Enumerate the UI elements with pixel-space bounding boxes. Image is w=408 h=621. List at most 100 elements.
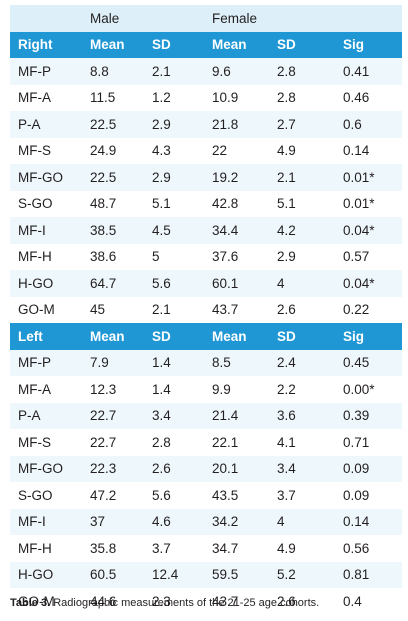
measurement-label: MF-I — [18, 514, 46, 530]
table-row: MF-S 22.7 2.8 22.1 4.1 0.71 — [10, 429, 402, 456]
measurement-label: P-A — [18, 116, 41, 132]
table-row: H-GO 64.7 5.6 60.1 4 0.04* — [10, 270, 402, 297]
table-cell: 2.8 — [277, 90, 296, 106]
table-cell: 2.9 — [152, 116, 171, 132]
group-male-label: Male — [90, 10, 120, 26]
header-cell: Mean — [212, 37, 247, 53]
table-cell: 2.4 — [277, 355, 296, 371]
table-cell: 22.7 — [90, 408, 117, 424]
table-row: S-GO 48.7 5.1 42.8 5.1 0.01* — [10, 190, 402, 217]
table-cell: 0.09 — [343, 461, 370, 477]
table-cell: 43.7 — [212, 302, 239, 318]
table-cell: 2.6 — [152, 461, 171, 477]
table-cell: 3.7 — [277, 487, 296, 503]
table-cell: 0.81 — [343, 567, 370, 583]
table-cell: 12.3 — [90, 381, 117, 397]
table-cell: 11.5 — [90, 90, 116, 106]
table-cell: 4.6 — [152, 514, 171, 530]
table-cell: 1.2 — [152, 90, 171, 106]
table-cell: 0.6 — [343, 116, 362, 132]
header-cell: SD — [277, 328, 296, 344]
measurements-table: Male Female Right Mean SD Mean SD Sig MF-P 8.8 2… — [10, 5, 402, 615]
table-cell: 22 — [212, 143, 228, 159]
table-row: MF-H 35.8 3.7 34.7 4.9 0.56 — [10, 535, 402, 562]
table-cell: 2.6 — [277, 302, 296, 318]
table-cell: 8.8 — [90, 63, 109, 79]
table-cell: 9.6 — [212, 63, 231, 79]
measurement-label: MF-H — [18, 249, 52, 265]
table-cell: 2.3 — [152, 593, 171, 609]
header-cell: SD — [152, 37, 171, 53]
table-cell: 37 — [90, 514, 106, 530]
table-caption: Table 3. Radiographic measurements of th… — [10, 597, 319, 609]
table-cell: 10.9 — [212, 90, 239, 106]
table-row: MF-H 38.6 5 37.6 2.9 0.57 — [10, 243, 402, 270]
table-cell: 2.1 — [152, 63, 171, 79]
table-cell: 4.3 — [152, 143, 171, 159]
table-cell: 5.6 — [152, 487, 171, 503]
table-row: MF-P 8.8 2.1 9.6 2.8 0.41 — [10, 58, 402, 85]
measurement-label: P-A — [18, 408, 41, 424]
table-cell: 24.9 — [90, 143, 117, 159]
table-cell: 22.5 — [90, 116, 117, 132]
measurement-label: H-GO — [18, 567, 54, 583]
header-cell: SD — [152, 328, 171, 344]
table-cell: 38.6 — [90, 249, 117, 265]
table-cell: 8.5 — [212, 355, 231, 371]
table-cell: 0.14 — [343, 514, 370, 530]
measurement-label: H-GO — [18, 275, 54, 291]
measurement-label: S-GO — [18, 487, 53, 503]
table-cell: 4.1 — [277, 434, 296, 450]
table-row: P-A 22.5 2.9 21.8 2.7 0.6 — [10, 111, 402, 138]
table-cell: 34.4 — [212, 222, 239, 238]
table-cell: 0.45 — [343, 355, 370, 371]
table-cell: 0.04* — [343, 275, 375, 291]
table-cell: 38.5 — [90, 222, 117, 238]
table-cell: 4.5 — [152, 222, 171, 238]
table-row: MF-S 24.9 4.3 22 4.9 0.14 — [10, 137, 402, 164]
table-cell: 34.7 — [212, 540, 239, 556]
group-female-label: Female — [212, 10, 258, 26]
table-cell: 60.5 — [90, 567, 117, 583]
table-cell: 35.8 — [90, 540, 117, 556]
table-row: MF-GO 22.5 2.9 19.2 2.1 0.01* — [10, 164, 402, 191]
measurement-label: MF-A — [18, 90, 51, 106]
section-header-row: Right Mean SD Mean SD Sig — [10, 31, 402, 58]
table-cell: 45 — [90, 302, 106, 318]
table-cell: 0.04* — [343, 222, 375, 238]
table-row: H-GO 60.5 12.4 59.5 5.2 0.81 — [10, 561, 402, 588]
caption-text: Radiographic measurements of the 21-25 a… — [50, 597, 320, 609]
table-row: S-GO 47.2 5.6 43.5 3.7 0.09 — [10, 482, 402, 509]
table-cell: 22.7 — [90, 434, 117, 450]
table-cell: 3.4 — [152, 408, 171, 424]
table-cell: 4 — [277, 275, 285, 291]
table-cell: 0.56 — [343, 540, 370, 556]
table-cell: 34.2 — [212, 514, 239, 530]
table-cell: 19.2 — [212, 169, 239, 185]
table-cell: 7.9 — [90, 355, 109, 371]
measurement-label: MF-P — [18, 355, 51, 371]
table-cell: 3.4 — [277, 461, 296, 477]
table-cell: 37.6 — [212, 249, 239, 265]
table-cell: 47.2 — [90, 487, 117, 503]
table-row: MF-I 37 4.6 34.2 4 0.14 — [10, 508, 402, 535]
table-cell: 0.01* — [343, 169, 375, 185]
table-cell: 0.4 — [343, 593, 362, 609]
table-cell: 0.14 — [343, 143, 370, 159]
table-cell: 48.7 — [90, 196, 117, 212]
section-header-row: Left Mean SD Mean SD Sig — [10, 323, 402, 350]
table-cell: 22.5 — [90, 169, 117, 185]
table-cell: 43.5 — [212, 487, 239, 503]
table-cell: 64.7 — [90, 275, 117, 291]
table-row: GO-M 44.6 2.3 43.7 2.6 0.4 — [10, 588, 402, 615]
table-row: MF-P 7.9 1.4 8.5 2.4 0.45 — [10, 349, 402, 376]
table-cell: 2.2 — [277, 381, 296, 397]
caption-label: Table 3. — [10, 597, 51, 609]
table-cell: 22.3 — [90, 461, 117, 477]
table-body: Right Mean SD Mean SD Sig MF-P 8.8 2.1 9.6 2.8 0.41… — [10, 31, 402, 615]
table-cell: 2.7 — [277, 116, 296, 132]
table-cell: 2.8 — [152, 434, 171, 450]
table-cell: 0.57 — [343, 249, 370, 265]
table-cell: 43.7 — [212, 593, 239, 609]
measurement-label: MF-GO — [18, 169, 63, 185]
